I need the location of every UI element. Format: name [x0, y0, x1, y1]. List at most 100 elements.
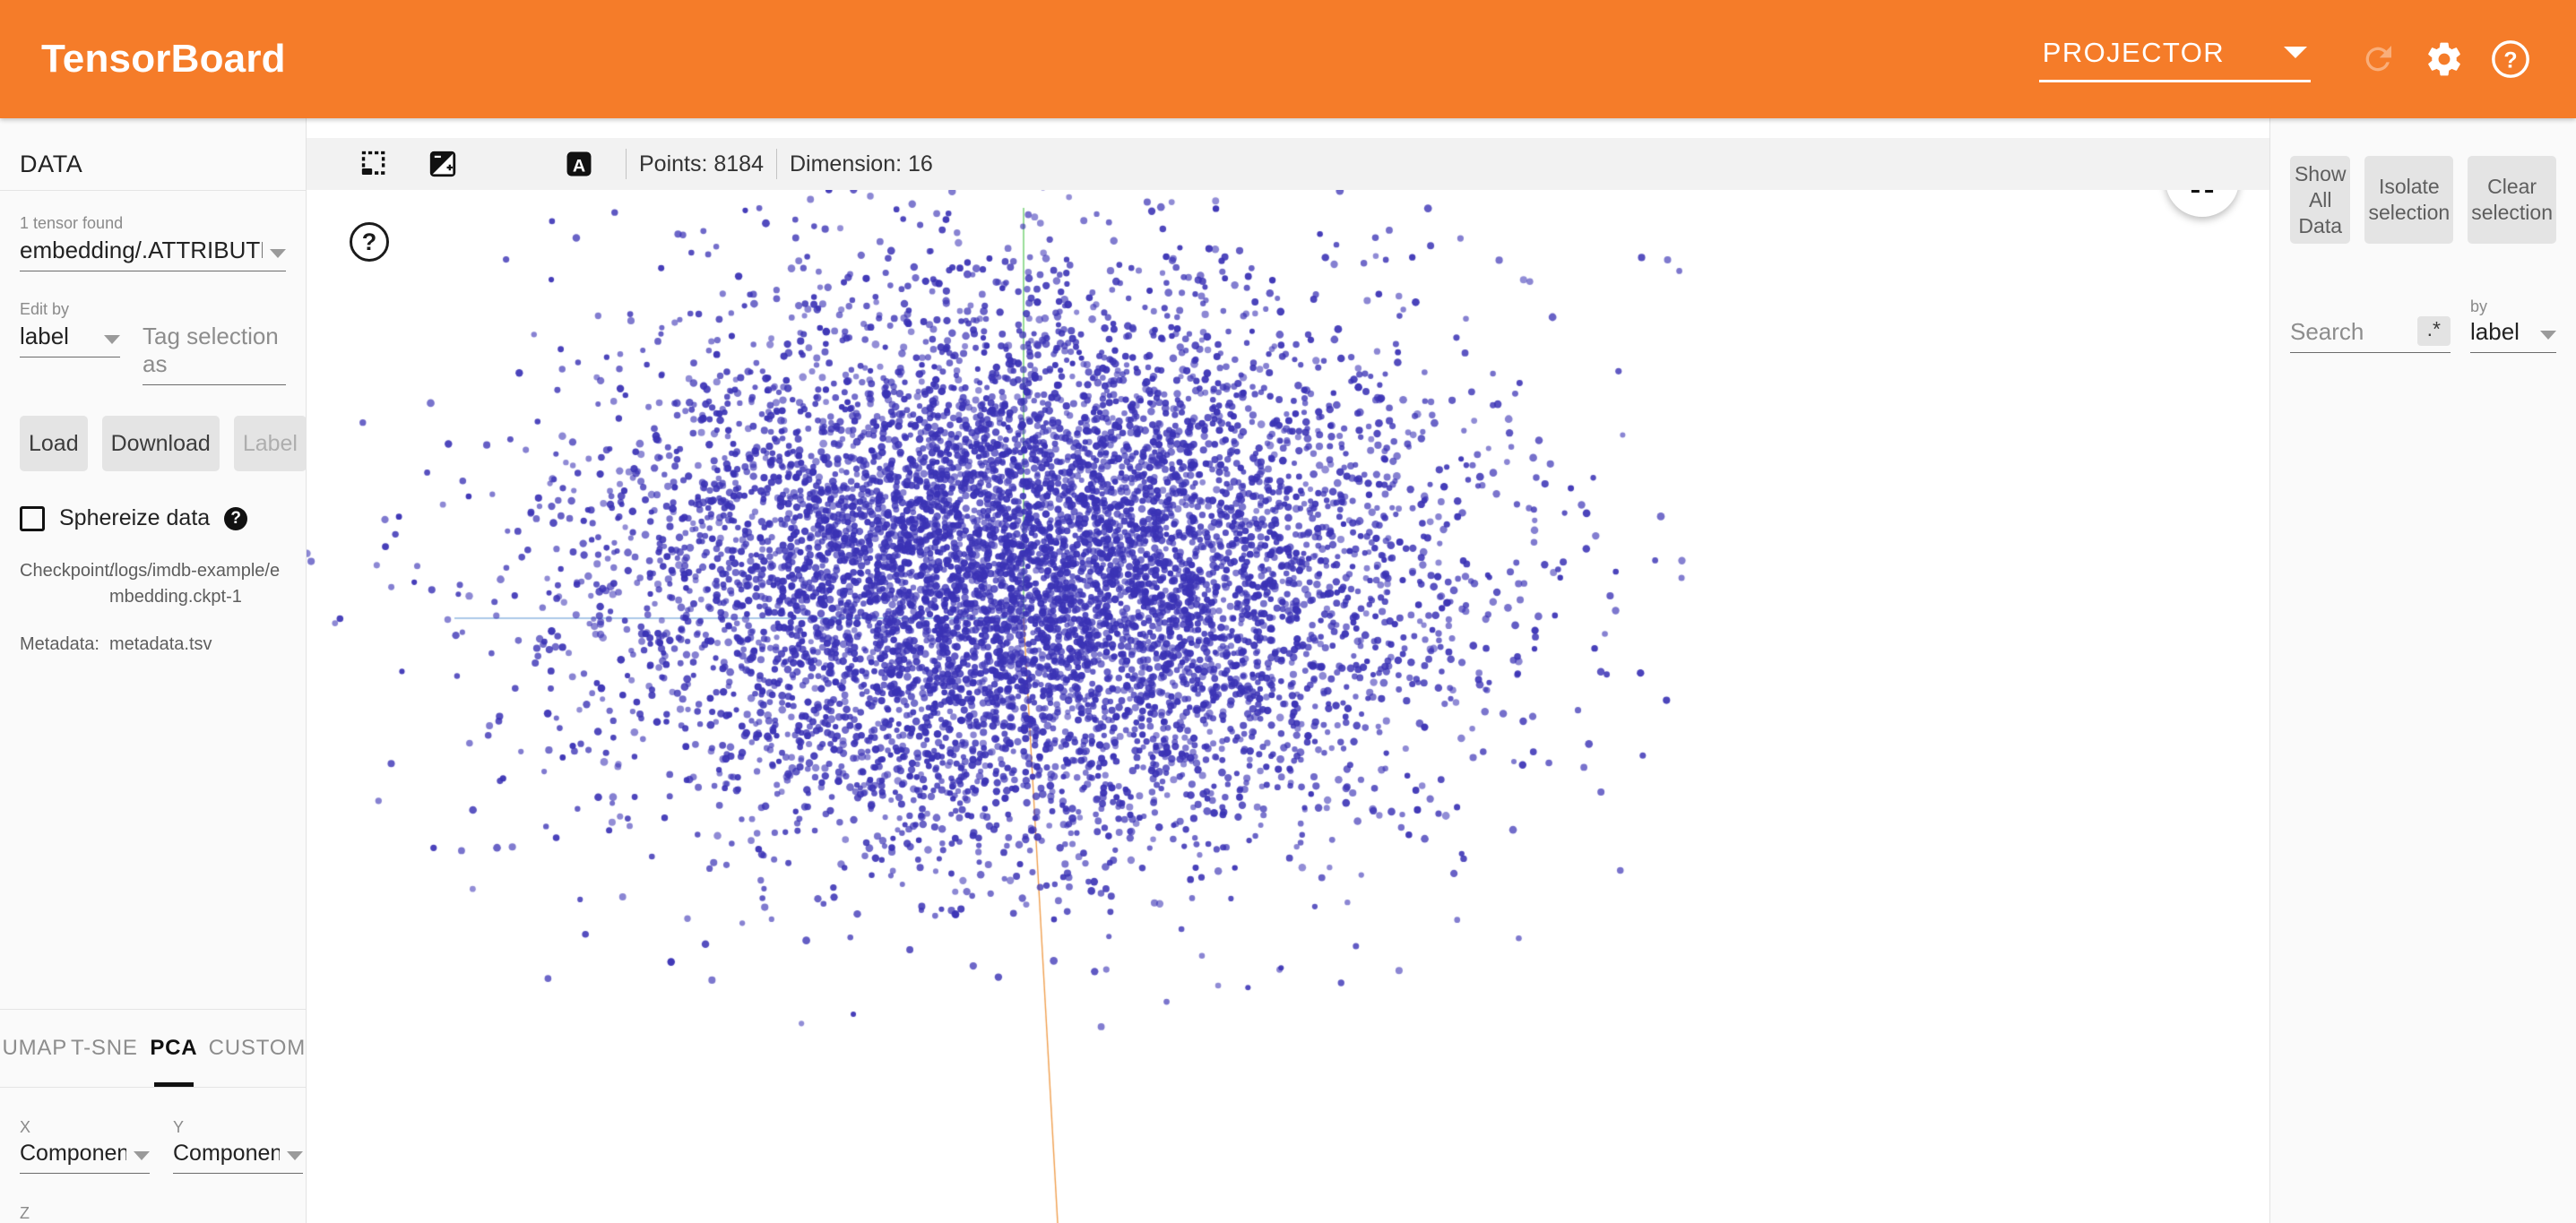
load-button[interactable]: Load — [20, 416, 88, 471]
refresh-icon — [2365, 46, 2391, 72]
y-component-select[interactable]: Component #2 — [173, 1141, 303, 1174]
svg-text:?: ? — [2503, 48, 2517, 73]
dashboard-selector-label: PROJECTOR — [2042, 36, 2225, 68]
download-button[interactable]: Download — [101, 416, 220, 471]
edit-by-group: Edit by label — [20, 300, 120, 385]
scatter-plot-area[interactable]: ? — [307, 190, 2269, 1223]
projection-settings: X Component #1 Y Component #2 — [0, 1088, 306, 1223]
sphereize-label: Sphereize data — [59, 505, 211, 530]
checkpoint-row: Checkpoint: /logs/imdb-example/embedding… — [20, 558, 286, 610]
projector-viewport: A Points: 8184 Dimension: 16 ? — [307, 118, 2269, 1223]
tag-selection-placeholder: Tag selection as — [143, 323, 279, 377]
tag-selection-group: Tag selection as — [143, 300, 286, 385]
chevron-down-icon — [134, 1151, 150, 1160]
text-labels-icon: A — [566, 151, 592, 177]
sphereize-checkbox[interactable] — [20, 505, 45, 531]
data-sidebar: DATA 1 tensor found embedding/.ATTRIBUT E… — [0, 118, 307, 1223]
y-component-group: Y Component #2 — [173, 1118, 303, 1174]
x-component-select[interactable]: Component #1 — [20, 1141, 150, 1174]
chevron-down-icon — [287, 1151, 303, 1160]
metadata-key: Metadata: — [20, 634, 99, 654]
search-by-value: label — [2470, 318, 2520, 346]
x-axis-label: X — [20, 1118, 31, 1136]
image-contrast-icon — [429, 151, 456, 177]
projection-tabs: UMAP T-SNE PCA CUSTOM — [0, 1009, 306, 1088]
scatter-canvas[interactable] — [307, 190, 2269, 1223]
settings-button[interactable] — [2411, 26, 2477, 92]
sidebar-divider — [0, 190, 306, 191]
dashboard-selector[interactable]: PROJECTOR — [2038, 36, 2311, 82]
x-component-value: Component #1 — [20, 1141, 126, 1166]
tensor-found-label: 1 tensor found — [20, 214, 124, 232]
help-button[interactable]: ? — [2477, 26, 2544, 92]
data-panel: 1 tensor found embedding/.ATTRIBUTES/VAR… — [0, 191, 307, 658]
bounding-box-select-button[interactable] — [341, 138, 409, 190]
data-metadata: Checkpoint: /logs/imdb-example/embedding… — [20, 558, 286, 658]
help-question-icon[interactable]: ? — [224, 506, 248, 530]
top-bar-controls: PROJECTOR ? — [2038, 26, 2544, 92]
bounding-box-select-icon — [361, 151, 385, 176]
search-by-group: by label — [2470, 297, 2556, 354]
component-selectors: X Component #1 Y Component #2 — [20, 1118, 303, 1174]
points-count-text: Points: 8184 — [639, 151, 764, 177]
x-component-group: X Component #1 — [20, 1118, 150, 1174]
y-component-value: Component #2 — [173, 1141, 280, 1166]
svg-text:A: A — [573, 157, 585, 177]
search-input[interactable]: Search .* — [2290, 316, 2451, 354]
app-brand-title: TensorBoard — [41, 37, 286, 81]
viewer-toolbar: A Points: 8184 Dimension: 16 — [307, 138, 2269, 190]
tab-tsne[interactable]: T-SNE — [70, 1036, 138, 1060]
tab-custom[interactable]: CUSTOM — [208, 1036, 306, 1060]
edit-by-value: label — [20, 323, 69, 349]
toolbar-separator — [776, 149, 777, 179]
refresh-button[interactable] — [2345, 26, 2411, 92]
app-body: DATA 1 tensor found embedding/.ATTRIBUT E… — [0, 118, 2576, 1223]
chevron-down-icon — [104, 335, 120, 344]
data-section-title: DATA — [20, 150, 83, 177]
toolbar-separator — [626, 149, 627, 179]
data-action-buttons: Load Download Label — [20, 416, 307, 471]
search-by-label: by — [2470, 297, 2488, 316]
sphereize-row[interactable]: Sphereize data ? — [20, 505, 286, 531]
regex-toggle-button[interactable]: .* — [2416, 316, 2451, 347]
isolate-selection-button[interactable]: Isolate selection — [2364, 156, 2454, 245]
metadata-value: metadata.tsv — [109, 634, 212, 654]
y-axis-label: Y — [173, 1118, 185, 1136]
text-labels-button[interactable]: A — [545, 138, 613, 190]
tensor-selector-group: 1 tensor found embedding/.ATTRIBUTES/VAR… — [20, 214, 286, 271]
edit-by-label: Edit by — [20, 300, 70, 318]
checkpoint-value: /logs/imdb-example/embedding.ckpt-1 — [109, 561, 281, 607]
tensor-select[interactable]: embedding/.ATTRIBUTES/VARIABLE_ — [20, 237, 286, 271]
selection-panel: Show All Data Isolate selection Clear se… — [2269, 118, 2576, 1223]
night-mode-icon — [501, 151, 514, 177]
help-circle-icon: ? — [2492, 40, 2529, 78]
search-placeholder: Search — [2290, 318, 2364, 346]
tag-selection-spacer — [143, 300, 286, 319]
sidebar-spacer — [0, 658, 306, 1009]
search-group: Search .* — [2290, 316, 2451, 354]
chevron-down-icon — [270, 249, 286, 258]
home-reset-view-icon — [2191, 190, 2214, 193]
clear-selection-button[interactable]: Clear selection — [2468, 156, 2556, 245]
z-axis-label: Z — [20, 1204, 30, 1222]
image-contrast-button[interactable] — [409, 138, 477, 190]
edit-by-row: Edit by label Tag selection as — [20, 300, 286, 385]
tag-selection-input[interactable]: Tag selection as — [143, 323, 286, 385]
label-button[interactable]: Label — [233, 416, 307, 471]
tab-umap[interactable]: UMAP — [2, 1036, 68, 1060]
selection-buttons: Show All Data Isolate selection Clear se… — [2290, 156, 2556, 245]
checkpoint-key: Checkpoint: — [20, 561, 115, 581]
metadata-row: Metadata: metadata.tsv — [20, 632, 286, 658]
search-by-select[interactable]: label — [2470, 318, 2556, 354]
gear-icon — [2428, 42, 2460, 76]
tensor-select-value: embedding/.ATTRIBUTES/VARIABLE_ — [20, 237, 263, 263]
dimension-text: Dimension: 16 — [790, 151, 933, 177]
top-app-bar: TensorBoard PROJECTOR ? — [0, 0, 2576, 118]
tab-pca[interactable]: PCA — [139, 1010, 209, 1087]
chevron-down-icon — [2540, 331, 2556, 340]
night-mode-button[interactable] — [477, 138, 545, 190]
edit-by-select[interactable]: label — [20, 323, 120, 357]
search-row: Search .* by label — [2290, 297, 2556, 354]
show-all-data-button[interactable]: Show All Data — [2290, 156, 2351, 245]
